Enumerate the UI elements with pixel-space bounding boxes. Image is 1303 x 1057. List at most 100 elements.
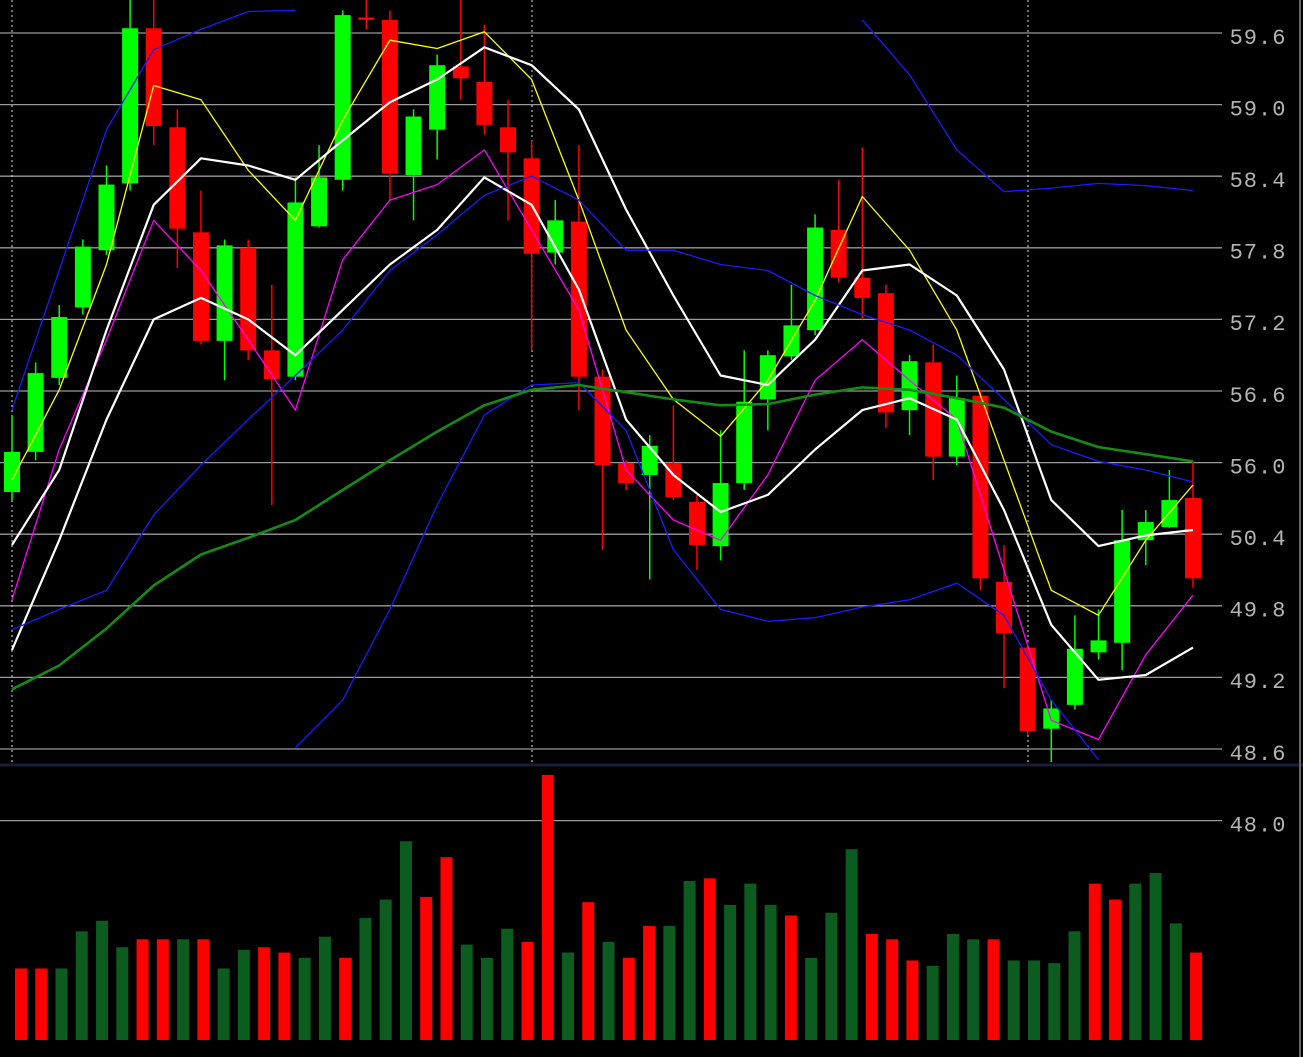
candle-body: [27, 373, 44, 452]
volume-bar: [177, 939, 190, 1040]
volume-bar: [1007, 960, 1020, 1040]
volume-bar: [116, 947, 129, 1040]
candle-body: [311, 177, 328, 227]
volume-bar: [582, 902, 595, 1040]
candle-body: [570, 221, 587, 377]
candle-body: [688, 501, 705, 545]
candle-body: [641, 445, 658, 476]
candle-body: [4, 451, 20, 493]
candle-body: [405, 116, 422, 176]
candle-body: [1066, 648, 1083, 705]
volume-bar: [1129, 883, 1142, 1040]
candle-body: [854, 277, 871, 298]
y-tick-label: 58.4: [1230, 169, 1287, 194]
volume-bar: [926, 965, 939, 1040]
y-tick-label: 48.6: [1230, 742, 1287, 767]
volume-bar: [318, 936, 331, 1040]
candle-body: [145, 28, 162, 127]
candle-body: [476, 81, 493, 125]
candle-body: [452, 66, 469, 79]
volume-bar: [622, 957, 635, 1040]
candle-body: [263, 350, 280, 380]
volume-bar: [15, 968, 27, 1040]
candle-body: [712, 483, 729, 547]
y-tick-label: 59.0: [1230, 97, 1287, 122]
volume-bar: [136, 939, 149, 1040]
volume-bar: [480, 957, 493, 1040]
candle-body: [169, 127, 186, 229]
candle-body: [736, 401, 753, 484]
volume-bar: [278, 952, 291, 1040]
y-tick-label: 56.0: [1230, 455, 1287, 480]
volume-bar: [1068, 931, 1081, 1040]
volume-bar: [96, 920, 109, 1040]
candle-body: [192, 232, 209, 341]
y-tick-label: 50.4: [1230, 527, 1287, 552]
indicator-line: [11, 9, 1194, 411]
volume-bar: [764, 904, 777, 1040]
candle-body: [287, 202, 304, 377]
candle-body: [830, 229, 847, 278]
volume-bar: [906, 960, 919, 1040]
indicator-line: [294, 381, 1100, 761]
volume-bar: [258, 947, 271, 1040]
candle-body: [877, 293, 894, 413]
y-tick-label: 49.8: [1230, 599, 1287, 624]
y-tick-label: 57.2: [1230, 312, 1287, 337]
candle-body: [122, 28, 139, 184]
volume-bar: [541, 775, 554, 1040]
volume-bar: [1088, 883, 1101, 1040]
volume-bar: [967, 939, 980, 1040]
candle-body: [98, 184, 115, 251]
candle-body: [216, 245, 233, 341]
volume-bar: [886, 939, 899, 1040]
y-tick-label: 57.8: [1230, 241, 1287, 266]
candle-body: [1019, 647, 1036, 732]
volume-bar: [784, 915, 797, 1040]
volume-bar: [865, 934, 878, 1040]
candle-body: [594, 376, 611, 466]
candle-body: [358, 17, 375, 20]
candle-body: [381, 19, 398, 174]
volume-bar: [35, 968, 48, 1040]
indicator-line: [11, 175, 1194, 631]
candle-body: [1185, 498, 1201, 579]
volume-bar: [562, 952, 575, 1040]
y-tick-label: 48.0: [1230, 813, 1287, 838]
candle-body: [618, 462, 635, 484]
candle-body: [74, 246, 91, 308]
y-tick-label: 49.2: [1230, 670, 1287, 695]
y-tick-label: 56.6: [1230, 384, 1287, 409]
candle-body: [1090, 640, 1107, 653]
volume-bar: [805, 957, 818, 1040]
volume-bar: [379, 899, 392, 1040]
volume-bar: [1190, 952, 1203, 1040]
volume-bar: [1028, 960, 1040, 1040]
volume-bar: [946, 934, 959, 1040]
candle-body: [500, 127, 517, 153]
volume-pane: [15, 775, 1203, 1040]
volume-bar: [643, 926, 656, 1040]
indicator-line: [10, 176, 1194, 681]
volume-bar: [501, 928, 514, 1040]
volume-bar: [683, 881, 696, 1040]
candle-body: [807, 227, 824, 331]
volume-bar: [663, 926, 676, 1040]
volume-bar: [359, 918, 372, 1040]
volume-bar: [217, 968, 230, 1040]
volume-bar: [602, 941, 615, 1040]
candle-body: [240, 247, 257, 351]
volume-bar: [724, 904, 737, 1040]
volume-bar: [75, 931, 88, 1040]
candle-body: [901, 361, 918, 411]
indicator-line: [11, 383, 1194, 691]
indicator-line: [11, 149, 1194, 741]
volume-bar: [1169, 923, 1182, 1040]
volume-bar: [845, 849, 858, 1040]
volume-bar: [399, 841, 412, 1040]
volume-bar: [521, 941, 534, 1040]
candle-body: [996, 581, 1013, 634]
volume-bar: [298, 957, 311, 1040]
